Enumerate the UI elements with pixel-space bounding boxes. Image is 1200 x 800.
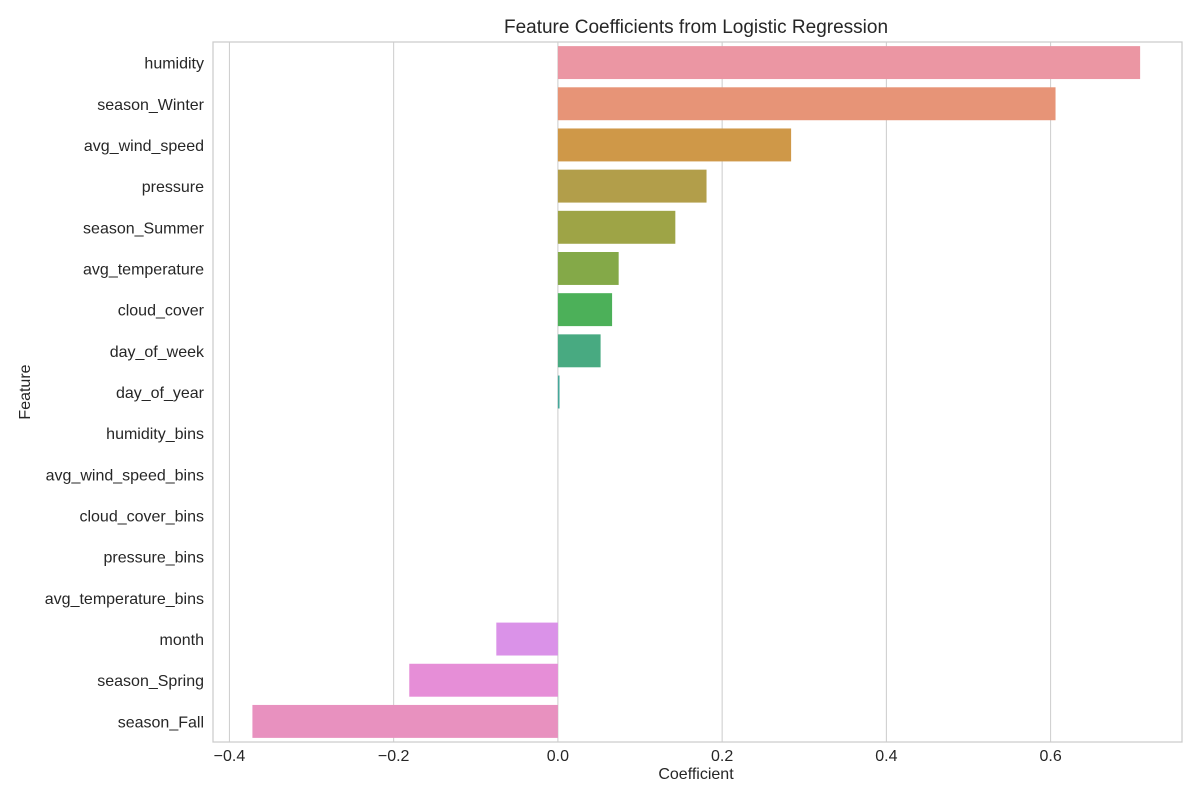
x-tick-label: 0.2: [711, 748, 733, 765]
y-tick-label: humidity: [144, 56, 204, 73]
x-tick-label: −0.4: [214, 748, 246, 765]
bar-season-Fall: [252, 704, 558, 738]
x-tick-label: 0.0: [547, 748, 569, 765]
y-tick-label: season_Spring: [97, 673, 204, 690]
bar-avg-wind-speed: [557, 128, 792, 162]
bar-month: [496, 622, 558, 656]
bar-day-of-week: [557, 334, 601, 368]
bar-cloud-cover: [557, 293, 613, 327]
y-tick-label: day_of_year: [116, 385, 205, 402]
y-tick-label: humidity_bins: [106, 426, 204, 443]
y-tick-label: cloud_cover_bins: [79, 509, 204, 526]
bar-avg-temperature: [557, 252, 619, 285]
x-tick-labels: −0.4 −0.2 0.0 0.2 0.4 0.6: [214, 748, 1062, 765]
plot-frame: [212, 41, 1183, 743]
bar-season-Spring: [409, 663, 558, 697]
y-tick-label: avg_temperature: [83, 261, 204, 278]
bars: [252, 46, 1141, 738]
y-axis-label: Feature: [17, 364, 34, 419]
bar-season-Summer: [557, 210, 676, 244]
bar-season-Winter: [557, 87, 1056, 121]
y-tick-label: cloud_cover: [118, 303, 205, 320]
bar-pressure: [557, 169, 707, 203]
y-tick-label: pressure_bins: [104, 550, 205, 567]
x-tick-label: −0.2: [378, 748, 410, 765]
x-axis-label: Coefficient: [658, 766, 734, 783]
y-tick-label: month: [160, 632, 204, 649]
y-tick-labels: humidity season_Winter avg_wind_speedpress…: [45, 56, 205, 732]
x-tick-label: 0.6: [1039, 748, 1061, 765]
y-tick-label: day_of_week: [110, 344, 205, 361]
bar-day-of-year: [557, 375, 560, 409]
bar-humidity: [557, 46, 1141, 80]
y-tick-label: pressure: [142, 179, 204, 196]
y-tick-label: season_Fall: [118, 714, 204, 731]
chart-title: Feature Coefficients from Logistic Regre…: [504, 17, 888, 38]
x-tick-label: 0.4: [875, 748, 897, 765]
y-tick-label: season_Winter: [97, 97, 204, 114]
y-tick-label: avg_temperature_bins: [45, 591, 204, 608]
y-tick-label: season_Summer: [83, 220, 205, 237]
y-tick-label: avg_wind_speed: [84, 138, 204, 155]
y-tick-label: avg_wind_speed_bins: [46, 467, 204, 484]
